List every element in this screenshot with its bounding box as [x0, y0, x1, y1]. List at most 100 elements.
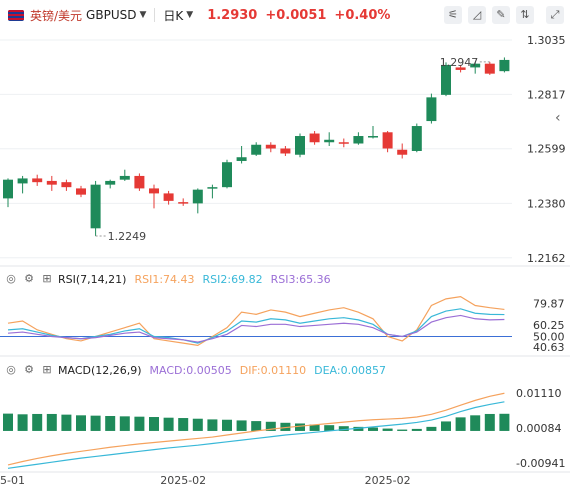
candle: [17, 178, 28, 184]
x-tick-label: 2025-02: [160, 474, 206, 487]
macd-bar: [3, 413, 13, 431]
candle: [324, 139, 335, 143]
period-dropdown-icon[interactable]: ▼: [186, 10, 194, 20]
macd-bar: [411, 428, 422, 431]
macd-bar: [236, 420, 247, 431]
candle: [32, 178, 43, 183]
macd-bar: [353, 426, 364, 431]
macd-tick-label: -0.00941: [516, 457, 565, 470]
candle: [353, 136, 364, 144]
price-tick-label: 1.2380: [527, 197, 566, 210]
price-change-pct: +0.40%: [334, 7, 391, 23]
candle: [222, 162, 232, 188]
last-price: 1.2930: [207, 7, 258, 23]
low-marker-label: 1.2249: [108, 230, 147, 243]
rsi-header: ◎ ⚙ ⊞ RSI(7,14,21) RSI1:74.43 RSI2:69.82…: [4, 270, 331, 288]
settings-icon[interactable]: ⚙: [24, 363, 34, 376]
rsi-tick-label: 50.00: [533, 331, 565, 344]
candle: [163, 193, 174, 201]
gb-us-flag-icon: [8, 9, 24, 21]
candle: [426, 97, 437, 122]
macd-bar: [46, 413, 57, 431]
macd-bar: [119, 416, 130, 431]
rsi3-legend: RSI3:65.36: [270, 272, 331, 286]
expand-icon[interactable]: ⤢: [546, 6, 564, 24]
macd-bar: [61, 414, 72, 431]
indicator-box-icon[interactable]: ⊞: [42, 363, 52, 376]
macd-bar: [309, 424, 320, 431]
dea-legend: DEA:0.00857: [314, 363, 387, 377]
price-tick-label: 1.2162: [527, 252, 566, 265]
candle: [382, 132, 393, 149]
macd-header: ◎ ⚙ ⊞ MACD(12,26,9) MACD:0.00505 DIF:0.0…: [4, 361, 386, 379]
macd-tick-label: 0.01110: [516, 387, 562, 400]
macd-bar: [149, 417, 159, 431]
candle: [441, 64, 451, 95]
high-marker-label: 1.2947: [440, 56, 479, 69]
candle: [470, 63, 481, 68]
candle: [134, 175, 145, 189]
price-change: +0.0051: [265, 7, 327, 23]
candle: [119, 175, 130, 180]
rsi-tick-label: 40.63: [533, 341, 565, 354]
candle: [76, 188, 86, 195]
rsi1-legend: RSI1:74.43: [134, 272, 195, 286]
candle: [236, 157, 247, 161]
candle: [499, 59, 510, 72]
chart-header: 英镑/美元 GBPUSD ▼ 日K ▼ 1.2930 +0.0051 +0.40…: [0, 0, 570, 30]
collapse-panel-icon[interactable]: ‹: [555, 110, 561, 126]
macd-tick-label: 0.00084: [516, 422, 562, 435]
macd-bar: [280, 422, 291, 431]
candle: [368, 136, 378, 138]
indicator-icon[interactable]: ⚟: [444, 6, 462, 24]
macd-title: MACD(12,26,9): [58, 363, 142, 377]
rsi2-legend: RSI2:69.82: [202, 272, 263, 286]
macd-bar: [441, 421, 451, 431]
macd-bar: [178, 418, 189, 431]
macd-bar: [455, 417, 466, 431]
indicator-box-icon[interactable]: ⊞: [42, 272, 52, 285]
macd-bar: [382, 428, 393, 431]
candle: [265, 144, 276, 149]
symbol-code[interactable]: GBPUSD: [86, 8, 137, 22]
candle: [61, 182, 72, 188]
hide-indicator-icon[interactable]: ◎: [6, 363, 16, 376]
macd-bar: [368, 427, 378, 431]
candle: [295, 136, 305, 155]
settings-icon[interactable]: ⚙: [24, 272, 34, 285]
price-tick-label: 1.3035: [527, 34, 566, 47]
candle: [149, 188, 159, 194]
drawing-icon[interactable]: ◿: [468, 6, 486, 24]
candle: [105, 180, 116, 185]
x-tick-label: 5-01: [0, 474, 25, 487]
macd-bar: [470, 415, 481, 431]
macd-bar: [192, 418, 203, 431]
macd-bar: [397, 429, 408, 431]
macd-bar: [32, 413, 43, 431]
macd-bar: [251, 421, 262, 431]
rsi-line-rsi3: [7, 314, 505, 343]
macd-bar: [426, 426, 437, 431]
hide-indicator-icon[interactable]: ◎: [6, 272, 16, 285]
candle: [251, 144, 262, 155]
divider: [154, 8, 156, 22]
price-tick-label: 1.2817: [527, 88, 566, 101]
rsi-line-rsi2: [7, 308, 505, 344]
rsi-tick-label: 79.87: [533, 297, 565, 310]
symbol-dropdown-icon[interactable]: ▼: [139, 10, 147, 20]
candle: [455, 67, 466, 70]
dea-line: [7, 401, 505, 469]
period-selector[interactable]: 日K: [163, 8, 184, 23]
candle: [90, 184, 101, 229]
candle: [338, 142, 349, 144]
x-tick-label: 2025-02: [365, 474, 411, 487]
macd-bar: [499, 413, 510, 431]
macd-bar: [222, 419, 232, 431]
candle: [397, 149, 408, 155]
compare-icon[interactable]: ⇅: [516, 6, 534, 24]
candle: [411, 126, 422, 151]
pencil-icon[interactable]: ✎: [492, 6, 510, 24]
macd-bar: [105, 416, 116, 431]
candle: [309, 133, 320, 143]
